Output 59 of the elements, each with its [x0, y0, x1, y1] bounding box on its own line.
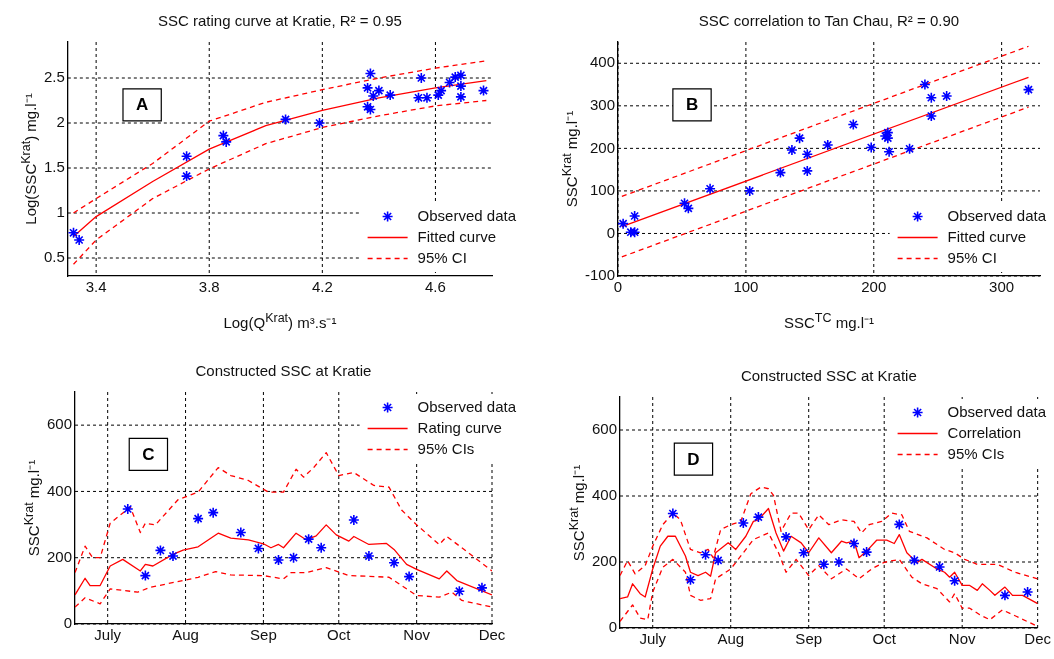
x-tick-label: 4.6 — [425, 278, 446, 296]
y-tick-label: 600 — [592, 420, 618, 438]
x-tick-label: July — [639, 630, 667, 648]
x-tick-label: 300 — [989, 278, 1015, 296]
y-tick-label: 1 — [56, 203, 65, 221]
annotation: C — [142, 445, 155, 465]
legend-label: Fitted curve — [417, 227, 496, 245]
x-axis-title: SSC$^{TC}$ mg.l⁻¹ — [783, 310, 875, 332]
annotation: B — [685, 95, 699, 115]
legend-label: 95% CIs — [947, 444, 1005, 462]
x-tick-label: 200 — [861, 278, 887, 296]
chart-title: SSC correlation to Tan Chau, R² = 0.90 — [698, 11, 960, 29]
legend-label: Rating curve — [417, 418, 502, 436]
x-tick-label: July — [94, 626, 122, 644]
y-tick-label: 200 — [592, 552, 618, 570]
y-tick-label: 0 — [606, 223, 616, 241]
legend-label: Observed data — [947, 206, 1047, 224]
y-tick-label: 200 — [589, 138, 616, 156]
legend-label: 95% CIs — [417, 439, 475, 457]
legend-label: 95% CI — [947, 248, 997, 266]
y-tick-label: 600 — [47, 415, 73, 433]
legend-label: Observed data — [417, 206, 517, 224]
legend-label: Observed data — [417, 397, 517, 415]
x-tick-label: Sep — [250, 626, 277, 644]
y-tick-label: 100 — [589, 181, 616, 199]
y-tick-label: 2.5 — [43, 68, 65, 86]
legend-label: Observed data — [947, 402, 1047, 420]
y-tick-label: 400 — [47, 481, 73, 499]
x-tick-label: 3.8 — [198, 278, 220, 296]
x-axis-title: Log(Q$^{Krat}$) m³.s⁻¹ — [223, 310, 337, 332]
y-tick-label: 400 — [589, 53, 616, 71]
legend-label: Fitted curve — [947, 227, 1026, 245]
chart-title: Constructed SSC at Kratie — [195, 361, 372, 379]
x-tick-label: Nov — [403, 626, 431, 644]
y-tick-label: 200 — [47, 547, 73, 565]
x-tick-label: 3.4 — [85, 278, 107, 296]
y-tick-label: 0 — [63, 614, 73, 632]
x-tick-label: Dec — [478, 626, 506, 644]
x-tick-label: Sep — [795, 630, 823, 648]
legend-label: 95% CI — [417, 248, 467, 266]
annotation: A — [135, 95, 149, 115]
x-tick-label: Nov — [948, 630, 977, 648]
x-tick-label: 4.2 — [311, 278, 333, 296]
y-tick-label: 400 — [592, 486, 618, 504]
x-tick-label: Oct — [872, 630, 897, 648]
y-tick-label: 2 — [56, 113, 65, 131]
y-tick-label: 0.5 — [43, 248, 65, 266]
chart-title: SSC rating curve at Kratie, R² = 0.95 — [157, 11, 402, 29]
x-tick-label: Dec — [1024, 630, 1052, 648]
y-tick-label: -100 — [584, 266, 616, 284]
legend-label: Correlation — [947, 423, 1021, 441]
y-tick-label: 300 — [589, 95, 616, 113]
y-tick-label: 1.5 — [43, 158, 65, 176]
x-tick-label: Aug — [717, 630, 745, 648]
x-tick-label: Aug — [172, 626, 199, 644]
x-tick-label: 100 — [733, 278, 759, 296]
x-tick-label: Oct — [327, 626, 352, 644]
annotation: D — [687, 449, 700, 469]
chart-title: Constructed SSC at Kratie — [740, 366, 917, 384]
